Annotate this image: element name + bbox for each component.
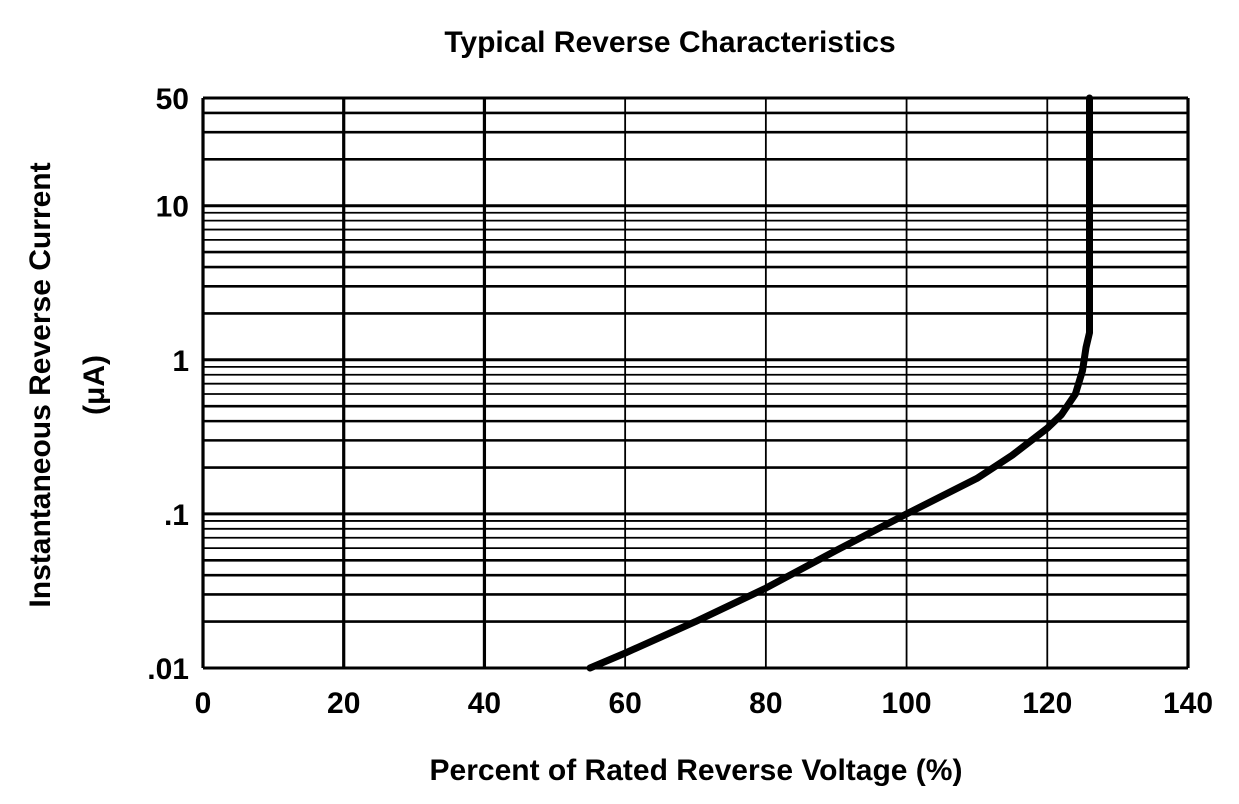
x-tick-label: 120 <box>1022 687 1072 720</box>
x-tick-label: 20 <box>327 687 360 720</box>
x-tick-label: 40 <box>468 687 501 720</box>
chart-title: Typical Reverse Characteristics <box>444 26 895 59</box>
y-axis-tick-labels: .01 .1 1 10 50 <box>147 83 189 686</box>
x-tick-label: 0 <box>195 687 212 720</box>
x-tick-label: 80 <box>749 687 782 720</box>
y-tick-label: .1 <box>164 499 189 532</box>
plot-grid <box>201 96 1190 670</box>
y-tick-label: 50 <box>156 83 189 116</box>
x-axis-tick-labels: 0 20 40 60 80 100 120 140 <box>195 687 1213 720</box>
y-axis-unit: (μA) <box>78 355 111 415</box>
series-line <box>586 94 1093 672</box>
y-axis-label: Instantaneous Reverse Current <box>24 162 57 607</box>
x-tick-label: 100 <box>882 687 932 720</box>
y-tick-label: .01 <box>147 653 189 686</box>
x-tick-label: 60 <box>608 687 641 720</box>
y-tick-label: 1 <box>172 345 189 378</box>
x-tick-label: 140 <box>1163 687 1213 720</box>
y-tick-label: 10 <box>156 191 189 224</box>
x-axis-label: Percent of Rated Reverse Voltage (%) <box>430 754 963 787</box>
